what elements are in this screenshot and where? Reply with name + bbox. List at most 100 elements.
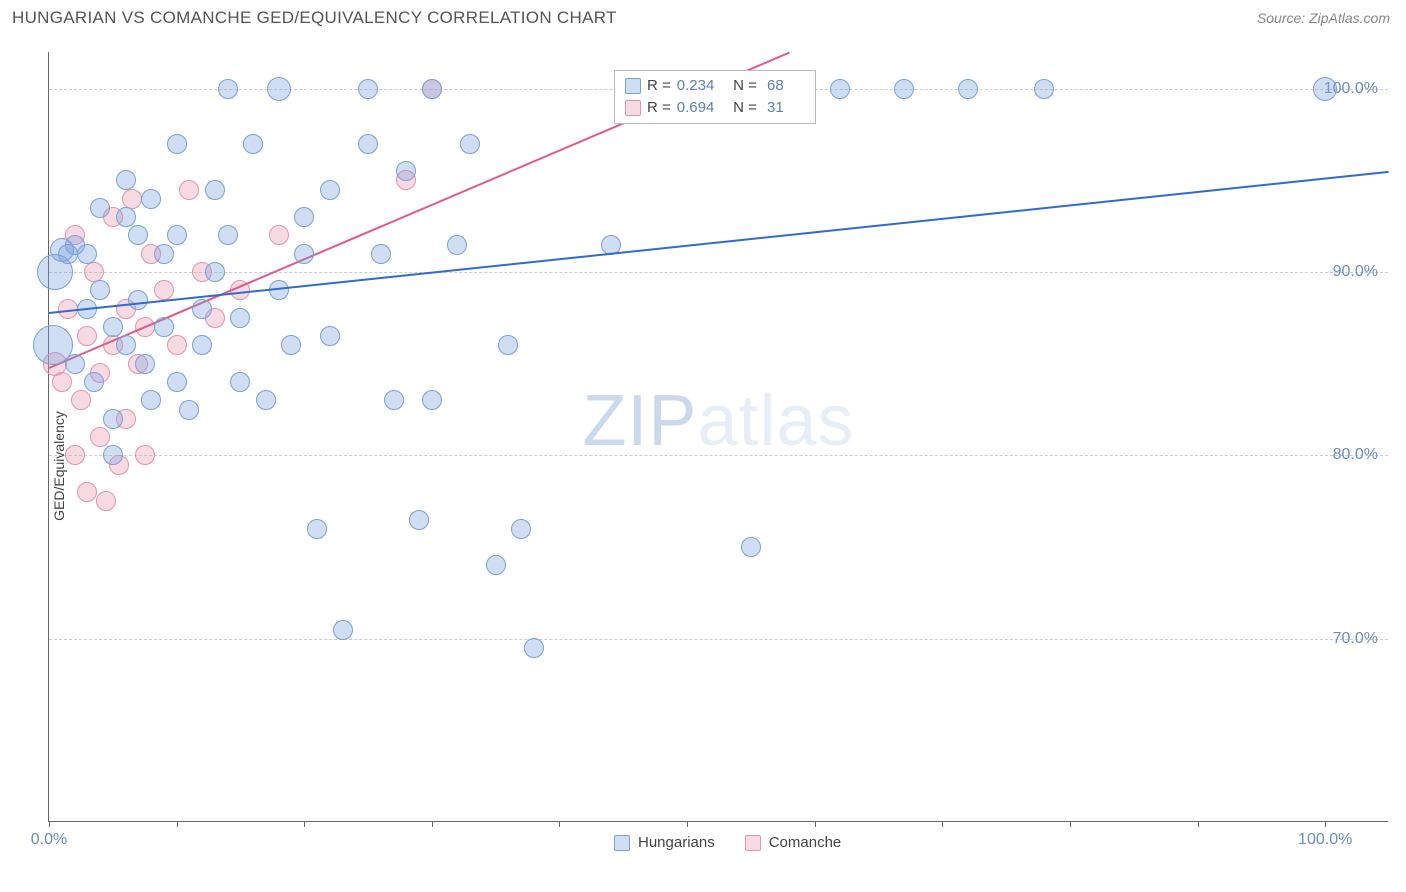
- data-point-hungarians: [281, 335, 301, 355]
- data-point-hungarians: [320, 180, 340, 200]
- data-point-comanche: [77, 326, 97, 346]
- legend-swatch: [614, 835, 630, 851]
- stat-n-label: N =: [725, 97, 757, 119]
- data-point-hungarians: [154, 317, 174, 337]
- data-point-hungarians: [409, 510, 429, 530]
- legend-swatch: [625, 100, 641, 116]
- y-tick-label: 90.0%: [1333, 263, 1378, 281]
- stats-row: R = 0.694 N = 31: [625, 97, 805, 119]
- data-point-hungarians: [218, 225, 238, 245]
- data-point-hungarians: [486, 555, 506, 575]
- stat-r-label: R =: [647, 97, 671, 119]
- data-point-hungarians: [294, 244, 314, 264]
- x-tick: [177, 821, 178, 827]
- data-point-hungarians: [371, 244, 391, 264]
- data-point-hungarians: [460, 134, 480, 154]
- data-point-hungarians: [741, 537, 761, 557]
- data-point-hungarians: [90, 280, 110, 300]
- data-point-hungarians: [77, 244, 97, 264]
- data-point-hungarians: [192, 335, 212, 355]
- data-point-hungarians: [154, 244, 174, 264]
- watermark: ZIPatlas: [582, 380, 854, 462]
- stat-r-label: R =: [647, 75, 671, 97]
- data-point-hungarians: [447, 235, 467, 255]
- data-point-hungarians: [205, 180, 225, 200]
- data-point-hungarians: [830, 79, 850, 99]
- x-tick: [304, 821, 305, 827]
- data-point-hungarians: [230, 308, 250, 328]
- legend-item: Hungarians: [614, 834, 715, 851]
- data-point-comanche: [96, 491, 116, 511]
- data-point-hungarians: [1313, 77, 1337, 101]
- x-tick: [1198, 821, 1199, 827]
- data-point-comanche: [122, 189, 142, 209]
- data-point-hungarians: [116, 207, 136, 227]
- plot-area: ZIPatlas 70.0%80.0%90.0%100.0%0.0%100.0%…: [48, 52, 1388, 822]
- data-point-comanche: [52, 372, 72, 392]
- x-tick: [687, 821, 688, 827]
- data-point-hungarians: [167, 225, 187, 245]
- data-point-hungarians: [524, 638, 544, 658]
- data-point-hungarians: [256, 390, 276, 410]
- watermark-zip: ZIP: [582, 381, 697, 461]
- chart-title: HUNGARIAN VS COMANCHE GED/EQUIVALENCY CO…: [12, 8, 617, 28]
- bottom-legend: Hungarians Comanche: [614, 834, 841, 851]
- data-point-hungarians: [116, 170, 136, 190]
- data-point-hungarians: [90, 198, 110, 218]
- data-point-hungarians: [179, 400, 199, 420]
- data-point-hungarians: [1034, 79, 1054, 99]
- data-point-hungarians: [498, 335, 518, 355]
- x-tick: [942, 821, 943, 827]
- data-point-hungarians: [218, 79, 238, 99]
- data-point-comanche: [179, 180, 199, 200]
- x-tick: [559, 821, 560, 827]
- x-tick: [1325, 821, 1326, 827]
- data-point-hungarians: [205, 262, 225, 282]
- data-point-hungarians: [135, 354, 155, 374]
- y-tick-label: 80.0%: [1333, 446, 1378, 464]
- data-point-comanche: [65, 445, 85, 465]
- data-point-hungarians: [267, 77, 291, 101]
- data-point-hungarians: [103, 445, 123, 465]
- data-point-hungarians: [358, 79, 378, 99]
- x-tick: [432, 821, 433, 827]
- legend-swatch: [745, 835, 761, 851]
- data-point-hungarians: [128, 290, 148, 310]
- data-point-hungarians: [894, 79, 914, 99]
- x-tick-label-right: 100.0%: [1298, 831, 1352, 849]
- data-point-hungarians: [128, 225, 148, 245]
- y-tick-label: 70.0%: [1333, 630, 1378, 648]
- data-point-hungarians: [307, 519, 327, 539]
- data-point-hungarians: [320, 326, 340, 346]
- watermark-atlas: atlas: [697, 381, 854, 461]
- data-point-comanche: [77, 482, 97, 502]
- stat-n-value: 68: [763, 75, 805, 97]
- data-point-hungarians: [167, 372, 187, 392]
- data-point-hungarians: [958, 79, 978, 99]
- stats-box: R = 0.234 N = 68R = 0.694 N = 31: [614, 70, 816, 124]
- data-point-comanche: [84, 262, 104, 282]
- data-point-comanche: [135, 445, 155, 465]
- data-point-hungarians: [358, 134, 378, 154]
- gridline: [49, 639, 1388, 640]
- x-tick: [815, 821, 816, 827]
- data-point-hungarians: [103, 409, 123, 429]
- chart-container: GED/Equivalency ZIPatlas 70.0%80.0%90.0%…: [0, 40, 1406, 892]
- data-point-hungarians: [511, 519, 531, 539]
- data-point-hungarians: [192, 299, 212, 319]
- data-point-hungarians: [396, 161, 416, 181]
- stat-r-value: 0.694: [677, 97, 719, 119]
- data-point-hungarians: [141, 390, 161, 410]
- data-point-comanche: [90, 427, 110, 447]
- stat-n-value: 31: [763, 97, 805, 119]
- data-point-hungarians: [333, 620, 353, 640]
- data-point-hungarians: [65, 354, 85, 374]
- x-tick: [49, 821, 50, 827]
- data-point-comanche: [269, 225, 289, 245]
- legend-label: Hungarians: [638, 834, 715, 851]
- data-point-hungarians: [167, 134, 187, 154]
- legend-item: Comanche: [745, 834, 842, 851]
- chart-source: Source: ZipAtlas.com: [1257, 10, 1390, 26]
- data-point-comanche: [167, 335, 187, 355]
- legend-label: Comanche: [769, 834, 842, 851]
